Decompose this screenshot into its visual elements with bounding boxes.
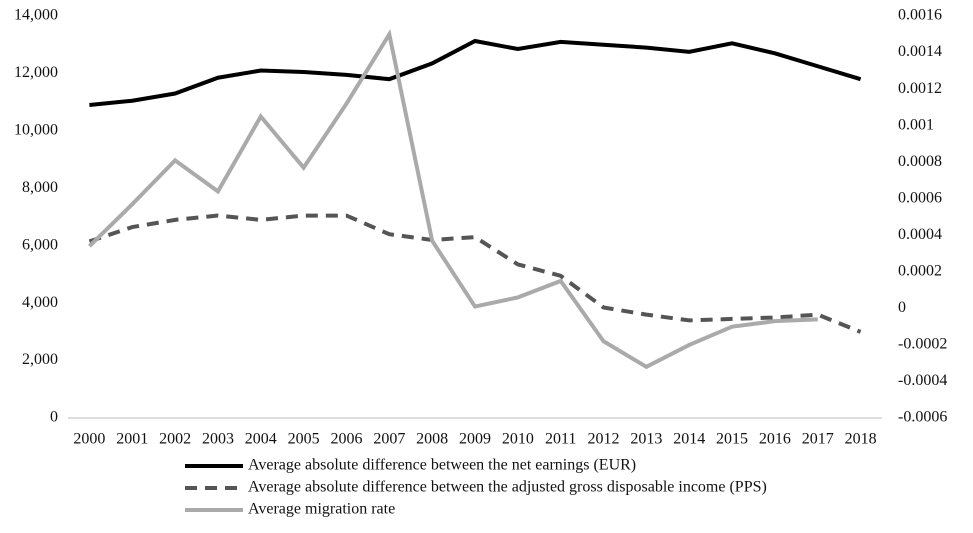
y2-tick-label: 0.0008 bbox=[898, 153, 942, 170]
y-tick-label: 14,000 bbox=[14, 7, 58, 24]
x-tick-label: 2005 bbox=[288, 431, 320, 448]
y-tick-label: 4,000 bbox=[22, 294, 58, 311]
series-line bbox=[88, 28, 818, 370]
x-tick-label: 2012 bbox=[588, 431, 620, 448]
y2-tick-label: 0.0014 bbox=[898, 43, 942, 60]
y2-tick-label: 0.001 bbox=[898, 116, 934, 133]
x-tick-label: 2015 bbox=[716, 431, 748, 448]
x-tick-label: 2010 bbox=[502, 431, 534, 448]
y-tick-label: 10,000 bbox=[14, 122, 58, 139]
x-tick-label: 2007 bbox=[373, 431, 405, 448]
x-tick-label: 2004 bbox=[245, 431, 277, 448]
y-tick-label: 6,000 bbox=[22, 236, 58, 253]
y-tick-label: 0 bbox=[50, 409, 58, 426]
legend-label: Average absolute difference between the … bbox=[248, 457, 636, 474]
y2-tick-label: -0.0004 bbox=[898, 372, 947, 389]
x-tick-label: 2016 bbox=[759, 431, 791, 448]
legend-label: Average migration rate bbox=[248, 501, 395, 518]
y-tick-label: 8,000 bbox=[22, 179, 58, 196]
x-tick-label: 2011 bbox=[545, 431, 576, 448]
x-tick-label: 2000 bbox=[73, 431, 105, 448]
y2-tick-label: 0.0016 bbox=[898, 7, 942, 24]
y2-tick-label: -0.0006 bbox=[898, 409, 947, 426]
x-tick-label: 2006 bbox=[330, 431, 362, 448]
x-tick-label: 2018 bbox=[845, 431, 877, 448]
legend-label: Average absolute difference between the … bbox=[248, 479, 767, 496]
y-tick-label: 12,000 bbox=[14, 64, 58, 81]
y2-tick-label: 0.0006 bbox=[898, 189, 942, 206]
series-line bbox=[89, 38, 862, 108]
y2-tick-label: 0 bbox=[898, 299, 906, 316]
x-tick-label: 2001 bbox=[116, 431, 148, 448]
x-tick-label: 2013 bbox=[630, 431, 662, 448]
y2-tick-label: -0.0002 bbox=[898, 336, 947, 353]
x-tick-label: 2002 bbox=[159, 431, 191, 448]
x-tick-label: 2003 bbox=[202, 431, 234, 448]
x-tick-label: 2017 bbox=[802, 431, 834, 448]
y-tick-label: 2,000 bbox=[22, 351, 58, 368]
y2-tick-label: 0.0012 bbox=[898, 80, 942, 97]
y2-tick-label: 0.0002 bbox=[898, 262, 942, 279]
x-tick-label: 2009 bbox=[459, 431, 491, 448]
x-tick-label: 2008 bbox=[416, 431, 448, 448]
x-tick-label: 2014 bbox=[673, 431, 705, 448]
y2-tick-label: 0.0004 bbox=[898, 226, 942, 243]
series-line bbox=[88, 213, 862, 334]
